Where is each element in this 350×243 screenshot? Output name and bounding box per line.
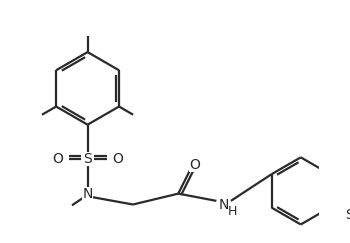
Text: H: H [228, 205, 237, 218]
Text: N: N [82, 187, 93, 201]
Text: S: S [345, 208, 350, 222]
Text: S: S [83, 152, 92, 166]
Text: O: O [112, 152, 123, 166]
Text: O: O [189, 158, 200, 172]
Text: N: N [218, 198, 229, 211]
Text: O: O [52, 152, 63, 166]
